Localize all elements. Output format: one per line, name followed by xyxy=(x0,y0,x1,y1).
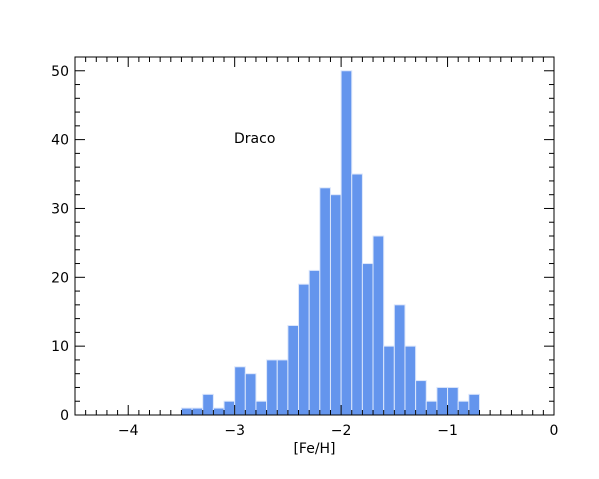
histogram-bar xyxy=(361,263,374,416)
y-tick-label: 20 xyxy=(51,270,69,286)
histogram-bar xyxy=(191,407,204,416)
labels-layer: −4 −3 −2 −1 0 0 10 20 30 40 50 xyxy=(51,64,558,439)
histogram-bar xyxy=(244,373,257,416)
histogram-bar xyxy=(468,393,480,416)
histogram-bar xyxy=(383,345,395,416)
ticks-layer xyxy=(74,56,555,416)
histogram-bar xyxy=(436,386,449,416)
histogram-bar xyxy=(372,235,385,416)
histogram-bar xyxy=(340,70,353,416)
x-tick-label: −4 xyxy=(118,423,139,439)
x-tick-label: −2 xyxy=(331,423,352,439)
histogram-bar xyxy=(425,400,438,416)
bars-layer xyxy=(180,70,480,416)
histogram-bar xyxy=(180,407,193,416)
x-axis-title: [Fe/H] xyxy=(293,441,335,457)
annotation-label: Draco xyxy=(234,131,275,147)
histogram-bar xyxy=(319,187,331,416)
x-tick-label: 0 xyxy=(550,423,559,439)
histogram-bar xyxy=(234,366,246,416)
histogram-bar xyxy=(308,269,321,416)
histogram-bar xyxy=(276,359,289,416)
histogram-bar xyxy=(266,359,278,416)
x-tick-label: −1 xyxy=(437,423,458,439)
histogram-bar xyxy=(287,325,300,416)
histogram-bar xyxy=(212,407,225,416)
histogram-bar xyxy=(415,380,427,416)
x-tick-label: −3 xyxy=(224,423,245,439)
y-tick-label: 50 xyxy=(51,64,69,80)
histogram-bar xyxy=(202,393,214,416)
histogram-bar xyxy=(351,173,363,416)
y-tick-label: 40 xyxy=(51,133,69,149)
histogram-bar xyxy=(298,283,310,416)
y-tick-label: 0 xyxy=(60,408,69,424)
histogram-bar xyxy=(393,304,406,416)
y-tick-label: 30 xyxy=(51,201,69,217)
histogram-bar xyxy=(255,400,268,416)
histogram-bar xyxy=(447,386,459,416)
histogram-bar xyxy=(329,194,342,416)
histogram-bar xyxy=(404,345,417,416)
y-tick-label: 10 xyxy=(51,339,69,355)
histogram-bar xyxy=(223,400,236,416)
histogram-bar xyxy=(457,400,470,416)
